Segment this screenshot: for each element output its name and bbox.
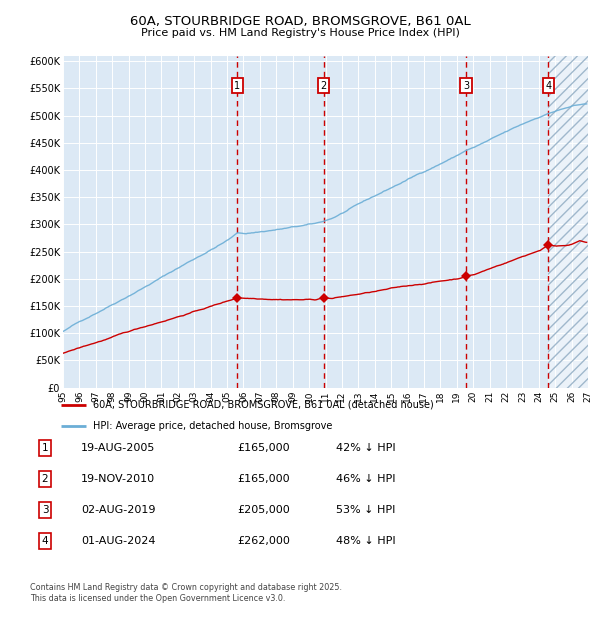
Text: 19-NOV-2010: 19-NOV-2010: [81, 474, 155, 484]
Text: 1: 1: [41, 443, 49, 453]
Text: Contains HM Land Registry data © Crown copyright and database right 2025.: Contains HM Land Registry data © Crown c…: [30, 583, 342, 592]
Text: 01-AUG-2024: 01-AUG-2024: [81, 536, 155, 546]
Text: £165,000: £165,000: [237, 443, 290, 453]
Text: Price paid vs. HM Land Registry's House Price Index (HPI): Price paid vs. HM Land Registry's House …: [140, 28, 460, 38]
Text: £205,000: £205,000: [237, 505, 290, 515]
Bar: [548, 56, 588, 388]
Text: 60A, STOURBRIDGE ROAD, BROMSGROVE, B61 0AL: 60A, STOURBRIDGE ROAD, BROMSGROVE, B61 0…: [130, 16, 470, 29]
Text: 4: 4: [41, 536, 49, 546]
Text: 46% ↓ HPI: 46% ↓ HPI: [336, 474, 395, 484]
Bar: [548, 56, 588, 388]
Text: 4: 4: [545, 81, 551, 91]
Text: 2: 2: [320, 81, 326, 91]
Text: This data is licensed under the Open Government Licence v3.0.: This data is licensed under the Open Gov…: [30, 594, 286, 603]
Text: 1: 1: [235, 81, 241, 91]
Text: 60A, STOURBRIDGE ROAD, BROMSGROVE, B61 0AL (detached house): 60A, STOURBRIDGE ROAD, BROMSGROVE, B61 0…: [94, 400, 434, 410]
Text: 2: 2: [41, 474, 49, 484]
Text: 19-AUG-2005: 19-AUG-2005: [81, 443, 155, 453]
Text: £262,000: £262,000: [237, 536, 290, 546]
Text: £165,000: £165,000: [237, 474, 290, 484]
Text: HPI: Average price, detached house, Bromsgrove: HPI: Average price, detached house, Brom…: [94, 421, 333, 431]
Text: 02-AUG-2019: 02-AUG-2019: [81, 505, 155, 515]
Text: 48% ↓ HPI: 48% ↓ HPI: [336, 536, 395, 546]
Text: 53% ↓ HPI: 53% ↓ HPI: [336, 505, 395, 515]
Text: 42% ↓ HPI: 42% ↓ HPI: [336, 443, 395, 453]
Text: 3: 3: [463, 81, 469, 91]
Text: 3: 3: [41, 505, 49, 515]
